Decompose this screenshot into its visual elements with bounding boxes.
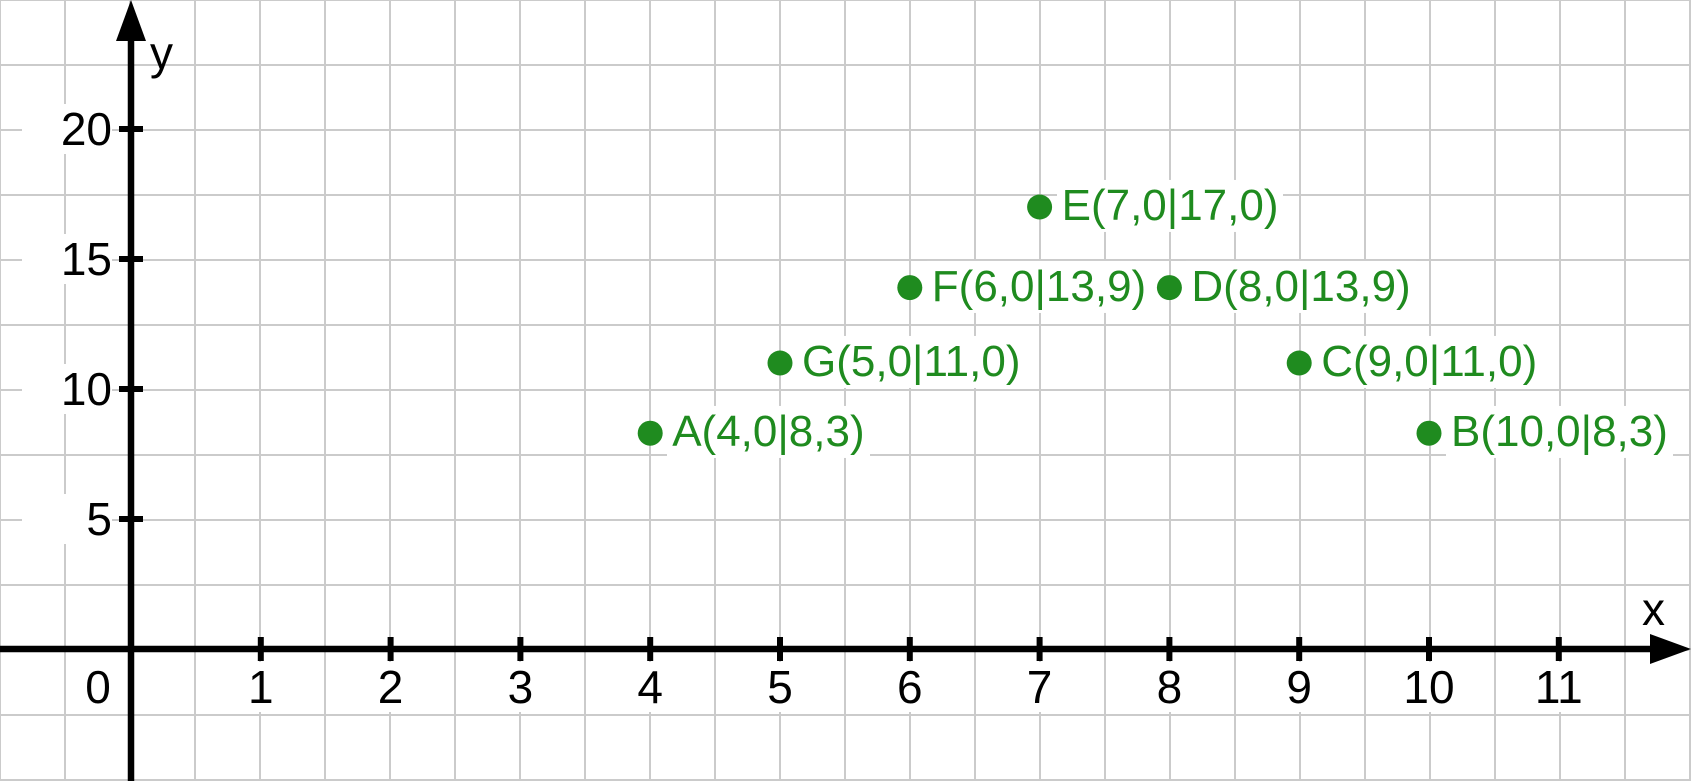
x-tick-label: 7 [1004, 662, 1075, 712]
x-tick-label: 5 [745, 662, 815, 712]
point-dot-G[interactable] [767, 350, 793, 376]
y-tick-label: 5 [22, 494, 112, 544]
y-tick-label: 10 [22, 364, 112, 414]
x-tick-label: 2 [355, 662, 426, 712]
point-dot-F[interactable] [897, 275, 923, 301]
point-label-F: F(6,0|13,9) [926, 260, 1152, 313]
point-label-G: G(5,0|11,0) [797, 335, 1026, 388]
origin-label: 0 [69, 662, 127, 712]
x-tick-label: 9 [1264, 662, 1335, 712]
x-tick-label: 4 [615, 662, 686, 712]
x-tick-label: 11 [1523, 662, 1594, 712]
point-dot-B[interactable] [1416, 420, 1442, 446]
point-label-C: C(9,0|11,0) [1316, 335, 1543, 388]
point-label-E: E(7,0|17,0) [1056, 179, 1284, 232]
point-label-D: D(8,0|13,9) [1186, 260, 1416, 313]
point-label-B: B(10,0|8,3) [1446, 406, 1673, 459]
point-dot-A[interactable] [637, 420, 663, 446]
x-tick-label: 3 [485, 662, 556, 712]
x-axis-label: x [1642, 583, 1665, 635]
point-dot-C[interactable] [1286, 350, 1312, 376]
x-tick-label: 10 [1394, 662, 1464, 712]
x-tick-label: 1 [225, 662, 296, 712]
y-axis-label: y [150, 27, 173, 79]
x-tick-label: 8 [1134, 662, 1205, 712]
point-dot-D[interactable] [1156, 275, 1182, 301]
point-label-A: A(4,0|8,3) [667, 406, 870, 459]
y-tick-label: 15 [22, 234, 112, 284]
y-tick-label: 20 [22, 104, 112, 154]
x-tick-label: 6 [874, 662, 945, 712]
point-dot-E[interactable] [1027, 194, 1053, 220]
